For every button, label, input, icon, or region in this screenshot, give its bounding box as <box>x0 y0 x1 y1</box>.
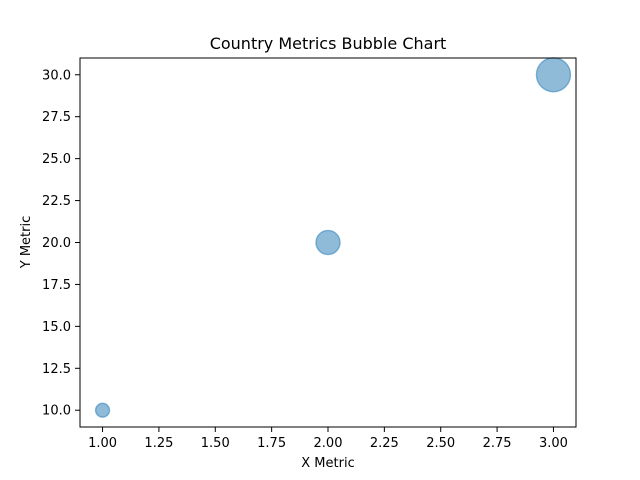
bubble-point-3 <box>535 57 572 93</box>
chart-title: Country Metrics Bubble Chart <box>210 34 447 53</box>
x-tick-label: 1.75 <box>257 436 286 451</box>
x-tick-label: 2.50 <box>426 436 455 451</box>
y-tick-label: 10.0 <box>42 404 71 419</box>
y-tick-label: 27.5 <box>42 110 71 125</box>
x-tick-label: 2.25 <box>370 436 399 451</box>
y-axis-label: Y Metric <box>19 216 34 270</box>
x-tick-label: 2.75 <box>483 436 512 451</box>
y-tick-label: 30.0 <box>42 68 71 83</box>
y-tick-label: 22.5 <box>42 194 71 209</box>
x-tick-label: 1.50 <box>201 436 230 451</box>
x-tick-label: 2.00 <box>314 436 343 451</box>
bubbles-layer <box>94 57 572 418</box>
x-tick-label: 1.00 <box>88 436 117 451</box>
x-tick-label: 3.00 <box>539 436 568 451</box>
y-tick-label: 12.5 <box>42 362 71 377</box>
y-tick-label: 25.0 <box>42 152 71 167</box>
y-tick-label: 15.0 <box>42 320 71 335</box>
bubble-point-2 <box>315 229 341 256</box>
axes-layer: 1.00 1.25 1.50 1.75 2.00 2.25 2.50 2.75 3.00 10.0… <box>42 57 577 451</box>
y-tick-label: 20.0 <box>42 236 71 251</box>
x-axis-label: X Metric <box>301 456 354 471</box>
y-tick-label: 17.5 <box>42 278 71 293</box>
x-tick-label: 1.25 <box>144 436 173 451</box>
bubble-point-1 <box>94 402 111 418</box>
